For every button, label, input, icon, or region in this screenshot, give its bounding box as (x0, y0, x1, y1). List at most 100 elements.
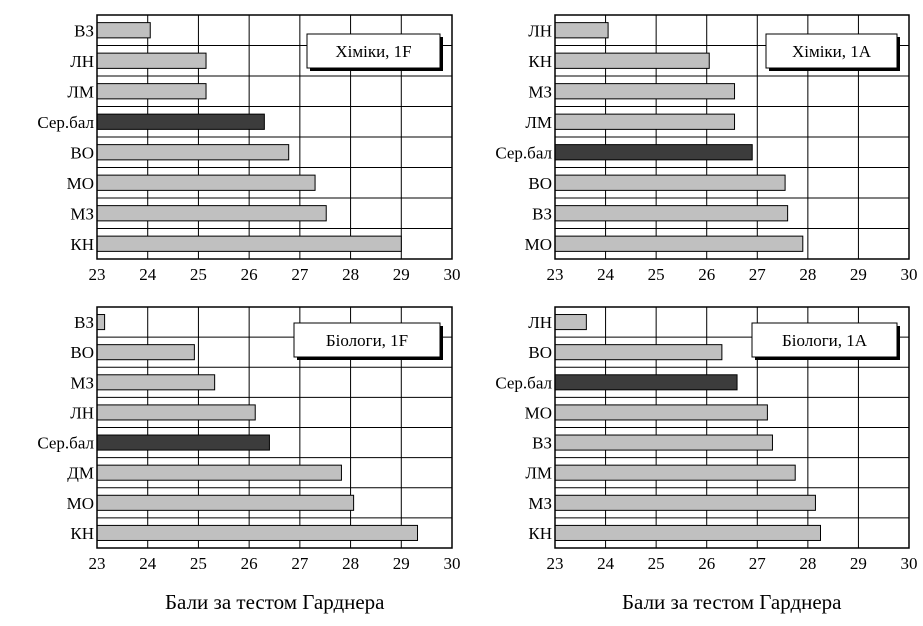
x-tick-label: 28 (342, 554, 359, 573)
category-label: ВО (528, 174, 552, 193)
category-label: МО (67, 494, 94, 513)
category-label: МЗ (70, 373, 94, 392)
bar (96, 235, 402, 252)
bar (96, 52, 207, 69)
x-axis-label-left: Бали за тестом Гарднера (165, 590, 385, 614)
bar (554, 205, 789, 222)
category-label: ВЗ (74, 313, 94, 332)
category-label: МЗ (528, 494, 552, 513)
x-tick-label: 26 (241, 554, 258, 573)
plot-frame (96, 306, 453, 549)
x-tick-label: 25 (648, 265, 665, 284)
title-box (751, 322, 898, 358)
title-box (293, 322, 441, 358)
x-tick-label: 30 (444, 554, 461, 573)
plot-frame (554, 306, 910, 549)
x-tick-label: 28 (799, 554, 816, 573)
category-label: МО (525, 403, 552, 422)
category-label: КН (70, 524, 94, 543)
x-tick-label: 29 (393, 265, 410, 284)
x-tick-label: 24 (139, 265, 157, 284)
title-box (765, 33, 898, 69)
category-label: ЛМ (525, 113, 552, 132)
category-label: ВО (70, 143, 94, 162)
x-tick-label: 30 (901, 554, 918, 573)
x-tick-label: 28 (342, 265, 359, 284)
panel-title-biologists-1f: Біологи, 1F (326, 331, 408, 350)
category-label: МЗ (528, 82, 552, 101)
x-tick-label: 29 (850, 554, 867, 573)
bar (554, 22, 609, 39)
bar (96, 344, 195, 361)
x-tick-label: 27 (291, 265, 309, 284)
bar (96, 314, 106, 331)
bar (96, 494, 355, 511)
category-label: ЛН (70, 403, 94, 422)
category-label: ВО (70, 343, 94, 362)
panel-biologists-1f: ВЗ ВО МЗ ЛН Сер.бал ДМ МО КН 23 24 25 26 27 28 29 30 Біо… (37, 306, 461, 573)
bar (554, 404, 768, 421)
x-tick-label: 25 (648, 554, 665, 573)
category-label: ВЗ (532, 434, 552, 453)
bar (554, 464, 796, 481)
plot-frame (554, 14, 910, 260)
category-label: ВЗ (74, 21, 94, 40)
plot-frame (96, 14, 453, 260)
x-tick-label: 25 (190, 554, 207, 573)
x-tick-label: 23 (89, 265, 106, 284)
bar (554, 83, 736, 100)
x-tick-label: 29 (393, 554, 410, 573)
bar (96, 83, 207, 100)
bar-average (554, 144, 753, 161)
category-label: Сер.бал (495, 143, 552, 162)
x-tick-label: 24 (597, 265, 615, 284)
x-tick-label: 23 (547, 554, 564, 573)
category-label: Сер.бал (495, 373, 552, 392)
category-label: КН (528, 52, 552, 71)
x-tick-label: 30 (901, 265, 918, 284)
category-label: МО (525, 235, 552, 254)
category-label: ЛН (528, 313, 552, 332)
bar (554, 113, 736, 130)
x-tick-label: 23 (89, 554, 106, 573)
bar-average (96, 434, 270, 451)
bar (96, 404, 256, 421)
category-label: ДМ (67, 464, 94, 483)
bar (554, 52, 710, 69)
x-tick-label: 26 (698, 265, 715, 284)
x-tick-label: 27 (749, 265, 767, 284)
bar (554, 344, 723, 361)
x-tick-label: 29 (850, 265, 867, 284)
title-box (306, 33, 441, 69)
bar-average (96, 113, 265, 130)
panel-title-biologists-1a: Біологи, 1А (782, 331, 868, 350)
category-label: ВО (528, 343, 552, 362)
bar (554, 524, 821, 541)
x-tick-label: 24 (139, 554, 157, 573)
panel-title-chemists-1f: Хіміки, 1F (335, 42, 411, 61)
category-label: МЗ (70, 204, 94, 223)
category-label: ЛМ (67, 82, 94, 101)
x-tick-label: 23 (547, 265, 564, 284)
bar (96, 464, 342, 481)
x-tick-label: 30 (444, 265, 461, 284)
bar (554, 174, 786, 191)
category-label: ВЗ (532, 204, 552, 223)
bar (96, 174, 316, 191)
category-label: КН (528, 524, 552, 543)
panel-biologists-1a: ЛН ВО Сер.бал МО ВЗ ЛМ МЗ КН 23 24 25 26 27 28 29 30 Біо… (495, 306, 918, 573)
bar (96, 205, 327, 222)
bar (96, 22, 151, 39)
category-label: КН (70, 235, 94, 254)
x-tick-label: 28 (799, 265, 816, 284)
bar (554, 314, 587, 331)
category-label: МО (67, 174, 94, 193)
category-label: ЛН (70, 52, 94, 71)
x-tick-label: 26 (698, 554, 715, 573)
bar (554, 494, 816, 511)
panel-chemists-1a: ЛН КН МЗ ЛМ Сер.бал ВО ВЗ МО 23 24 25 26 27 28 29 30 Хім… (495, 14, 918, 284)
bar (554, 434, 773, 451)
panel-chemists-1f: ВЗ ЛН ЛМ Сер.бал ВО МО МЗ КН 23 24 25 26 27 28 29 30 Хім… (37, 14, 461, 284)
bar (96, 524, 419, 541)
